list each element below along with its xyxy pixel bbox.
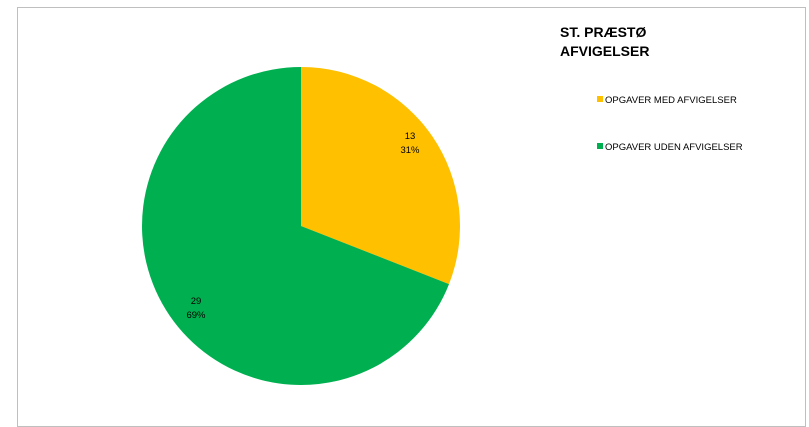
data-label-percent: 69% — [186, 310, 206, 321]
pie-slice-1 — [301, 67, 460, 285]
legend-label: OPGAVER UDEN AFVIGELSER — [605, 142, 743, 153]
chart-title-line-1: ST. PRÆSTØ — [560, 24, 647, 40]
chart-title: ST. PRÆSTØ AFVIGELSER — [560, 23, 649, 61]
pie-chart: 13 31% 29 69% — [141, 67, 460, 385]
data-label-value: 13 — [405, 131, 416, 142]
legend-label: OPGAVER MED AFVIGELSER — [605, 95, 737, 106]
legend-item-med-afvigelser: OPGAVER MED AFVIGELSER — [597, 95, 743, 107]
legend-swatch — [597, 143, 603, 149]
pie-slices — [141, 67, 460, 385]
data-label-percent: 31% — [400, 145, 420, 156]
data-label-value: 29 — [191, 296, 202, 307]
legend-item-uden-afvigelser: OPGAVER UDEN AFVIGELSER — [597, 142, 743, 154]
chart-legend: OPGAVER MED AFVIGELSER OPGAVER UDEN AFVI… — [597, 95, 743, 154]
legend-swatch — [597, 96, 603, 102]
pie-slice-2 — [141, 67, 450, 385]
chart-title-line-2: AFVIGELSER — [560, 43, 650, 59]
pie-data-labels: 13 31% 29 69% — [186, 131, 420, 321]
